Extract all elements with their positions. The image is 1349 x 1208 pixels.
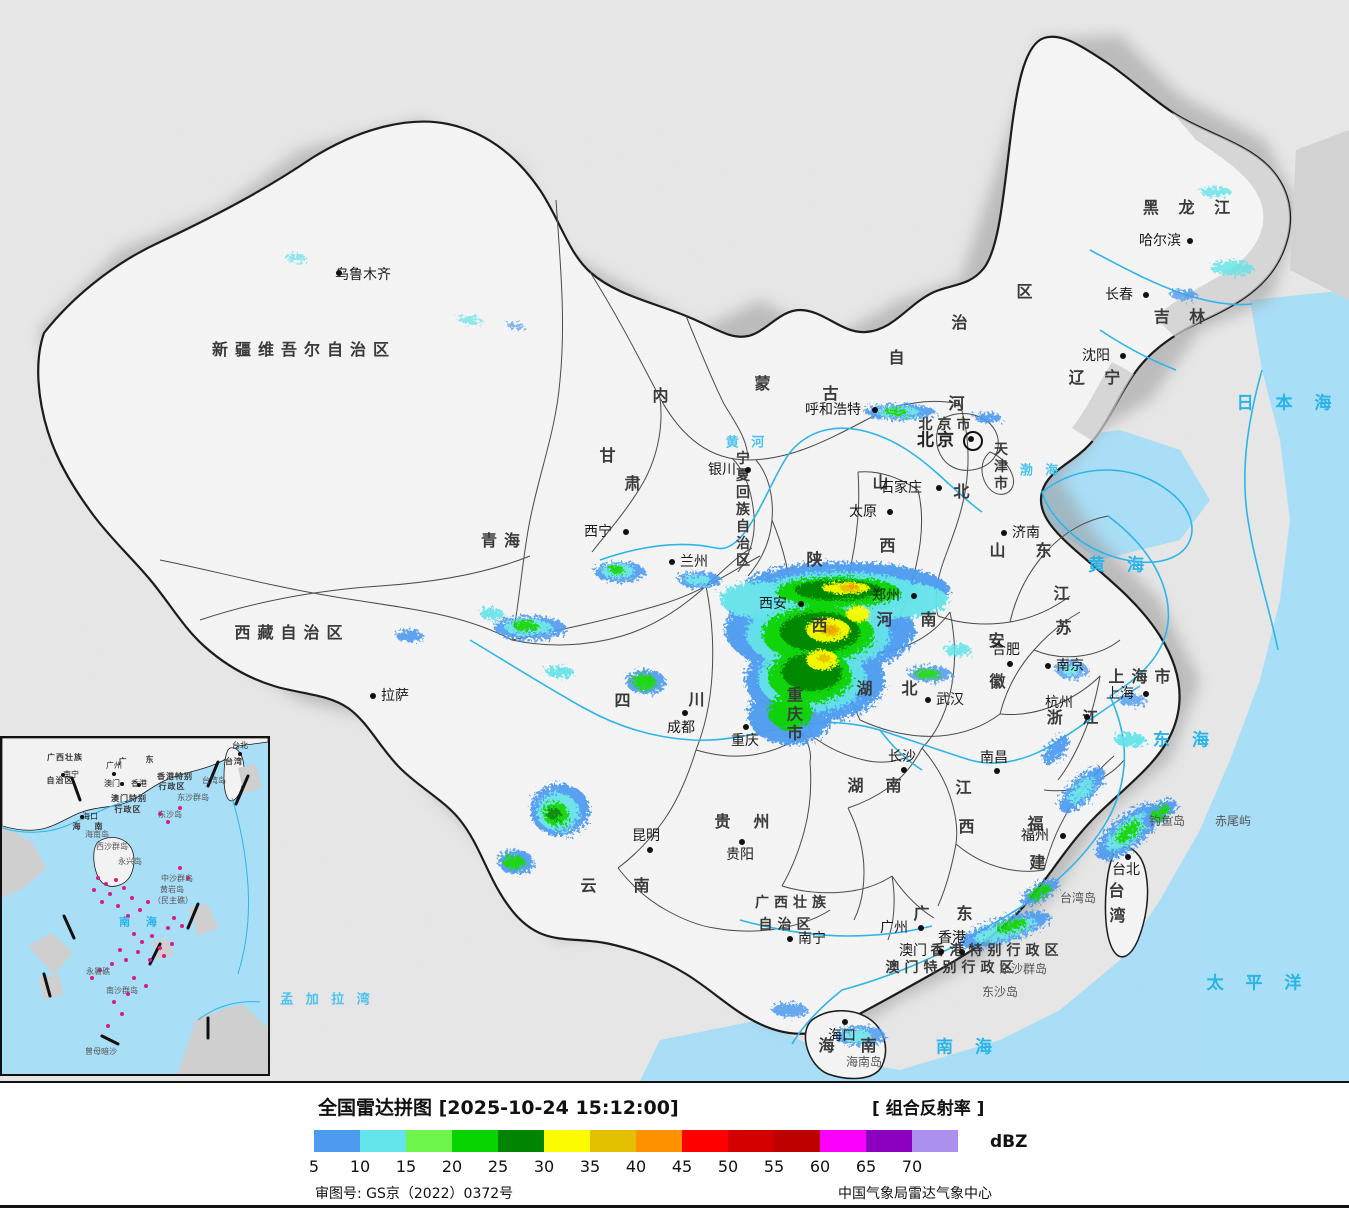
city-marker-香港[interactable] (959, 949, 965, 955)
legend-footer: 全国雷达拼图 [2025-10-24 15:12:00] [ 组合反射率 ] d… (0, 1081, 1349, 1208)
city-marker-长沙[interactable] (901, 767, 907, 773)
city-marker-长春[interactable] (1143, 292, 1149, 298)
city-marker-银川[interactable] (745, 467, 751, 473)
dbz-unit-label: dBZ (990, 1132, 1028, 1152)
product-type-label: [ 组合反射率 ] (872, 1099, 985, 1119)
colorbar-swatch-20[interactable] (452, 1130, 498, 1152)
city-marker-武汉[interactable] (925, 697, 931, 703)
city-marker-海口[interactable] (842, 1019, 848, 1025)
inset-city-marker-广州[interactable] (112, 772, 116, 776)
city-marker-澳门[interactable] (938, 949, 944, 955)
inset-city-marker-澳门[interactable] (120, 782, 124, 786)
city-marker-西宁[interactable] (623, 529, 629, 535)
radar-echo-layer (286, 187, 1254, 1046)
map-canvas[interactable]: 新疆维吾尔自治区 西藏自治区 青海内蒙古自治区甘肃宁夏回族自治区黑 龙 江吉 林辽 … (0, 0, 1349, 1081)
colorbar-swatch-45[interactable] (682, 1130, 728, 1152)
colorbar-tick-10: 10 (349, 1157, 371, 1176)
colorbar-tick-30: 30 (533, 1157, 555, 1176)
city-marker-福州[interactable] (1060, 833, 1066, 839)
capital-marker-beijing[interactable] (963, 431, 983, 451)
city-marker-哈尔滨[interactable] (1187, 238, 1193, 244)
colorbar-tick-45: 45 (671, 1157, 693, 1176)
inset-geometry (2, 738, 268, 1074)
dbz-colorbar[interactable] (314, 1130, 958, 1152)
colorbar-swatch-10[interactable] (360, 1130, 406, 1152)
city-marker-上海[interactable] (1143, 691, 1149, 697)
colorbar-tick-40: 40 (625, 1157, 647, 1176)
city-marker-兰州[interactable] (669, 559, 675, 565)
colorbar-swatch-25[interactable] (498, 1130, 544, 1152)
colorbar-swatch-55[interactable] (774, 1130, 820, 1152)
inset-city-marker-南宁[interactable] (61, 773, 65, 777)
approval-number: 审图号: GS京（2022）0372号 (315, 1186, 514, 1202)
city-marker-合肥[interactable] (1007, 661, 1013, 667)
city-marker-成都[interactable] (682, 710, 688, 716)
city-marker-郑州[interactable] (911, 593, 917, 599)
city-marker-乌鲁木齐[interactable] (336, 270, 342, 276)
colorbar-tick-55: 55 (763, 1157, 785, 1176)
colorbar-swatch-65[interactable] (866, 1130, 912, 1152)
city-marker-杭州[interactable] (1084, 714, 1090, 720)
colorbar-tick-15: 15 (395, 1157, 417, 1176)
page-title: 全国雷达拼图 [2025-10-24 15:12:00] (318, 1097, 679, 1119)
colorbar-tick-25: 25 (487, 1157, 509, 1176)
colorbar-tick-20: 20 (441, 1157, 463, 1176)
colorbar-tick-70: 70 (901, 1157, 923, 1176)
south-china-sea-inset-map[interactable]: 广西壮族 自治区广东台湾海南香港特别 行政区 澳门特别 行政区 南宁 广州 香港 澳门 海口 台北… (0, 736, 270, 1076)
colorbar-tick-5: 5 (308, 1157, 320, 1176)
colorbar-swatch-35[interactable] (590, 1130, 636, 1152)
city-marker-沈阳[interactable] (1120, 353, 1126, 359)
city-marker-贵阳[interactable] (739, 839, 745, 845)
city-marker-台北[interactable] (1125, 854, 1131, 860)
colorbar-swatch-60[interactable] (820, 1130, 866, 1152)
colorbar-tick-50: 50 (717, 1157, 739, 1176)
province-borders (159, 199, 1125, 941)
colorbar-swatch-50[interactable] (728, 1130, 774, 1152)
colorbar-swatch-5[interactable] (314, 1130, 360, 1152)
colorbar-swatch-15[interactable] (406, 1130, 452, 1152)
city-marker-济南[interactable] (1001, 530, 1007, 536)
inset-city-marker-香港[interactable] (137, 783, 141, 787)
city-marker-呼和浩特[interactable] (872, 407, 878, 413)
city-marker-重庆[interactable] (743, 724, 749, 730)
colorbar-tick-labels: 5 10 15 20 25 30 35 40 45 50 55 60 65 70 (309, 1157, 1014, 1177)
city-marker-南京[interactable] (1045, 663, 1051, 669)
city-marker-拉萨[interactable] (370, 693, 376, 699)
title-row: 全国雷达拼图 [2025-10-24 15:12:00] [ 组合反射率 ] (0, 1093, 1349, 1119)
city-marker-石家庄[interactable] (936, 485, 942, 491)
inset-city-marker-海口[interactable] (80, 815, 84, 819)
city-marker-南宁[interactable] (787, 936, 793, 942)
colorbar-tick-35: 35 (579, 1157, 601, 1176)
colorbar-tick-60: 60 (809, 1157, 831, 1176)
colorbar-swatch-30[interactable] (544, 1130, 590, 1152)
city-marker-广州[interactable] (918, 925, 924, 931)
inset-city-marker-台北[interactable] (238, 752, 242, 756)
city-marker-太原[interactable] (887, 509, 893, 515)
colorbar-swatch-70[interactable] (912, 1130, 958, 1152)
colorbar-swatch-40[interactable] (636, 1130, 682, 1152)
city-marker-西安[interactable] (798, 601, 804, 607)
city-marker-昆明[interactable] (647, 847, 653, 853)
colorbar-tick-65: 65 (855, 1157, 877, 1176)
city-marker-南昌[interactable] (994, 768, 1000, 774)
source-credit: 中国气象局雷达气象中心 (838, 1186, 992, 1202)
